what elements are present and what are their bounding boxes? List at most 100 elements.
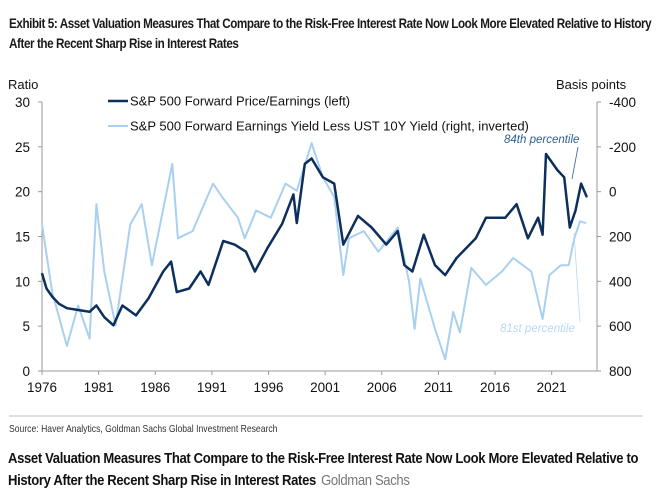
series-pe-line-point [170,261,172,263]
series-pe-line-point [304,163,306,165]
series-yield-gap-line-point [568,264,570,266]
series-pe-line-point [342,244,344,246]
series-pe-line-point [45,287,48,290]
series-yield-gap-line-point [542,318,544,320]
y-left-tick-label: 5 [22,319,30,334]
series-yield-gap-line-point [115,324,117,326]
series-pe-line-point [188,287,190,290]
series-pe-line-point [542,234,544,236]
legend: S&P 500 Forward Price/Earnings (left) S&… [108,94,529,134]
x-tick-label: 1976 [27,380,57,395]
series-yield-gap-line-point [89,338,91,340]
series-yield-gap-line-point [221,196,223,198]
series-yield-gap-line-point [444,358,446,360]
series-pe-line-point [397,230,399,232]
series-yield-gap-line-point [414,328,416,330]
series-layer [40,142,588,361]
series-pe-line-point [89,311,91,313]
series-yield-gap-line-point [151,264,153,266]
series-pe-line-point [176,291,178,293]
annotation-84th-percentile: 84th percentile [504,134,579,146]
series-yield-gap-line-point [548,274,551,276]
series-yield-gap-line-point [333,196,335,198]
series-pe-line-point [281,223,283,225]
series-yield-gap-line-point [296,190,298,192]
series-yield-gap-line-point [512,257,514,259]
series-pe-line-point [266,247,268,249]
series-yield-gap-line-point [348,237,350,239]
x-tick-label: 2011 [424,380,453,395]
series-yield-gap-line-point [452,311,454,313]
y-right-tick-label: -400 [609,95,636,110]
series-pe-line-point [563,176,565,178]
x-tick-label: 1991 [197,380,227,395]
source-divider [9,415,643,417]
legend-label-yield-gap: S&P 500 Forward Earnings Yield Less UST … [130,119,529,134]
source-note: Source: Haver Analytics, Goldman Sachs G… [9,423,278,435]
series-yield-gap-line-point [141,203,143,205]
y-right-tick-label: 800 [609,364,632,379]
series-yield-gap-line-point [41,223,43,225]
x-tick-label: 2016 [480,380,510,395]
exhibit-title: Exhibit 5: Asset Valuation Measures That… [9,16,652,51]
y-left-tick-label: 10 [15,274,30,289]
axes: 0 5 10 15 20 25 30 -400 -200 0 200 400 600 800 1976 198… [15,95,636,395]
x-tick-label: 1996 [254,380,284,395]
series-pe-line-point [147,297,150,299]
y-left-tick-label: 30 [15,95,30,110]
series-pe-line-point [121,304,123,307]
y-right-tick-label: 400 [609,274,632,289]
series-yield-gap-line-point [408,280,410,282]
y-right-tick-label: -200 [609,140,636,155]
series-pe-line-point [311,157,313,160]
series-yield-gap-line-point [485,284,487,286]
series-pe-line-point [574,209,577,212]
series-yield-gap-line-point [434,328,436,330]
series-yield-gap-line-point [377,251,379,253]
x-tick-label: 1981 [84,380,114,395]
series-yield-gap-line-point [129,223,131,225]
series-pe-line-point [234,244,236,246]
series-yield-gap-line-point [419,278,421,280]
series-pe-line-point [222,240,224,242]
series-pe-line-point [485,217,487,219]
series-yield-gap-line-point [212,183,214,185]
series-yield-gap-line-point [177,237,179,239]
series-pe-line-point [58,303,60,305]
series-pe-line-point [292,193,294,195]
series-yield-gap-line-point [270,217,272,219]
series-yield-gap-line-point [103,270,105,273]
annotation-84th-leader [571,146,579,180]
series-pe-line-point [333,183,335,185]
series-yield-gap-line-point [77,304,79,307]
series-yield-gap-line-point [397,226,399,229]
series-pe-line-point [423,234,425,236]
series-pe-line-point [516,203,518,205]
series-pe-line-point [135,314,137,316]
series-pe-line-point [357,215,359,217]
series-yield-gap-line-point [311,142,313,144]
y-right-tick-label: 0 [609,185,617,200]
series-pe-line-point [162,270,164,273]
chart: 0 5 10 15 20 25 30 -400 -200 0 200 400 600 800 1976 198… [8,77,636,395]
y-left-tick-label: 15 [15,230,30,245]
series-yield-gap-line-point [459,331,461,333]
y-left-tick-label: 0 [22,364,30,379]
series-yield-gap-line-point [51,291,53,293]
series-pe-line-point [411,270,413,273]
series-pe-line-point [569,226,571,229]
caption-credit: Goldman Sachs [321,472,410,489]
series-yield-gap-line-point [501,270,503,273]
series-yield-gap-line-point [530,270,532,273]
annotation-81st-percentile: 81st percentile [500,323,575,335]
series-pe-line-point [475,237,477,239]
y-right-tick-label: 600 [609,319,632,334]
series-pe-line-point [296,222,298,224]
series-yield-gap-line-point [192,230,194,232]
x-tick-label: 2021 [537,380,567,395]
series-pe-line-point [537,217,539,219]
series-pe-line-point [95,304,97,307]
series-pe-line-point [545,153,547,155]
y-left-tick-label: 25 [15,140,30,155]
series-yield-gap-line-point [579,220,581,222]
